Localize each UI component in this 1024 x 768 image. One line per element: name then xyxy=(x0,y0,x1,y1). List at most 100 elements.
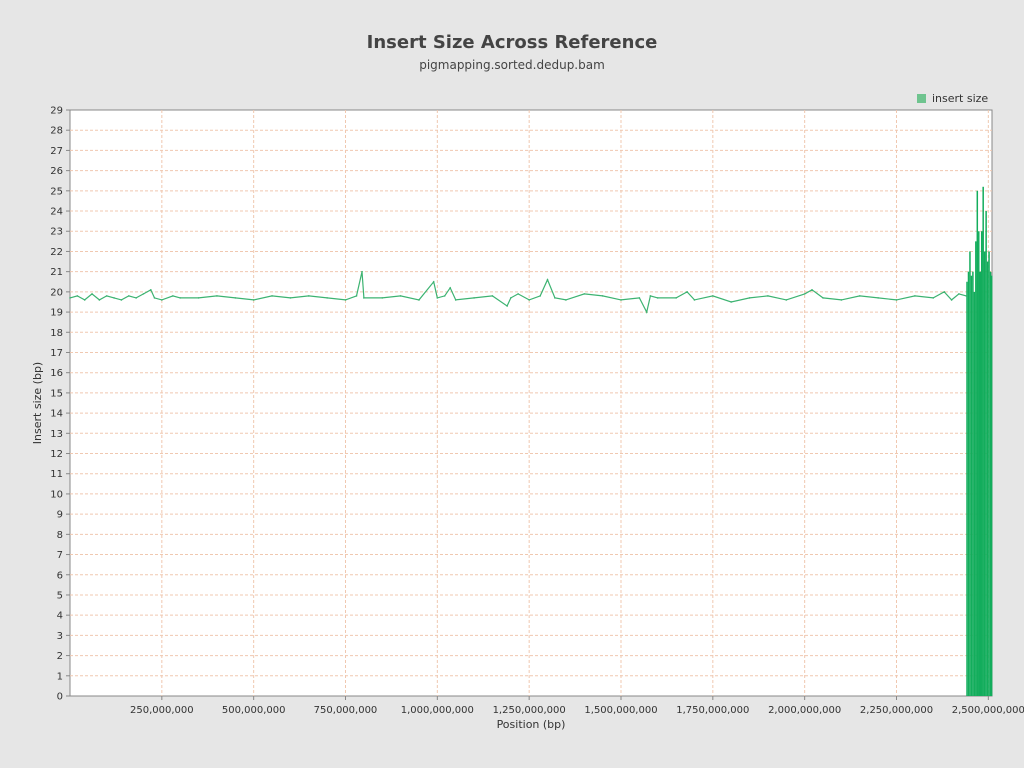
insert-size-point xyxy=(197,297,200,299)
insert-size-point xyxy=(506,305,508,307)
insert-size-point xyxy=(491,295,494,297)
insert-size-bar xyxy=(978,231,980,696)
x-tick-label: 2,000,000,000 xyxy=(768,705,841,716)
y-tick-label: 14 xyxy=(50,409,63,420)
insert-size-bar xyxy=(985,211,987,696)
insert-size-point xyxy=(858,295,861,297)
insert-size-point xyxy=(443,295,446,297)
y-tick-label: 12 xyxy=(50,449,63,460)
insert-size-point xyxy=(958,293,960,295)
insert-size-point xyxy=(436,297,439,299)
insert-size-point xyxy=(381,297,384,299)
insert-size-point xyxy=(943,291,946,293)
y-tick-label: 0 xyxy=(57,692,63,703)
y-tick-label: 22 xyxy=(50,247,63,258)
insert-size-point xyxy=(546,278,549,281)
insert-size-point xyxy=(509,297,512,299)
bars-layer xyxy=(966,186,993,697)
insert-size-point xyxy=(454,299,457,301)
insert-size-point xyxy=(271,295,273,297)
chart-title: Insert Size Across Reference xyxy=(367,32,658,53)
x-tick-label: 500,000,000 xyxy=(222,705,286,716)
insert-size-point xyxy=(363,297,365,299)
insert-size-point xyxy=(539,295,541,297)
insert-size-point xyxy=(234,297,237,299)
y-tick-label: 5 xyxy=(57,590,63,601)
insert-size-point xyxy=(803,293,806,295)
insert-size-point xyxy=(675,297,677,299)
x-tick-label: 2,500,000,000 xyxy=(952,705,1024,716)
insert-size-bar xyxy=(980,231,983,696)
insert-size-point xyxy=(105,295,108,297)
insert-size-point xyxy=(686,291,688,293)
y-tick-label: 21 xyxy=(50,267,63,278)
series-layer xyxy=(69,270,968,314)
insert-size-point xyxy=(473,297,475,299)
insert-size-point xyxy=(712,295,714,297)
insert-size-point xyxy=(822,297,824,299)
y-tick-label: 23 xyxy=(50,227,63,238)
insert-size-point xyxy=(216,295,218,297)
y-tick-label: 2 xyxy=(57,651,63,662)
insert-size-bar xyxy=(973,291,976,696)
insert-size-point xyxy=(76,295,79,297)
y-tick-label: 6 xyxy=(57,570,63,581)
insert-size-point xyxy=(638,297,641,299)
insert-size-point xyxy=(355,295,358,297)
y-tick-label: 4 xyxy=(57,611,63,622)
insert-size-point xyxy=(172,295,174,297)
insert-size-point xyxy=(432,280,435,283)
insert-size-bar xyxy=(990,275,993,696)
insert-size-bar xyxy=(975,241,977,696)
y-tick-label: 15 xyxy=(50,388,63,399)
insert-size-point xyxy=(748,297,751,299)
insert-size-bar xyxy=(983,251,986,696)
insert-size-bar xyxy=(982,186,984,697)
insert-size-point xyxy=(656,297,659,299)
insert-size-line xyxy=(69,271,967,314)
insert-size-point xyxy=(583,293,586,295)
insert-size-point xyxy=(693,299,696,301)
y-tick-label: 11 xyxy=(50,469,63,480)
y-tick-label: 17 xyxy=(50,348,63,359)
insert-size-point xyxy=(153,297,156,299)
insert-size-bar xyxy=(986,261,989,696)
x-tick-label: 1,750,000,000 xyxy=(676,705,749,716)
y-tick-label: 7 xyxy=(57,550,63,561)
insert-size-point xyxy=(785,299,788,301)
insert-size-bar xyxy=(976,190,979,697)
insert-size-point xyxy=(69,297,71,299)
y-tick-label: 10 xyxy=(50,489,63,500)
insert-size-point xyxy=(565,299,567,301)
insert-size-point xyxy=(840,299,843,301)
insert-size-point xyxy=(307,295,310,297)
insert-size-point xyxy=(418,299,420,301)
insert-size-bar xyxy=(972,271,974,696)
x-tick-label: 250,000,000 xyxy=(130,705,194,716)
x-tick-label: 1,250,000,000 xyxy=(493,705,566,716)
insert-size-point xyxy=(449,287,451,289)
legend-swatch xyxy=(917,94,926,103)
y-tick-label: 16 xyxy=(50,368,63,379)
insert-size-point xyxy=(399,295,402,297)
y-tick-label: 25 xyxy=(50,186,63,197)
insert-size-point xyxy=(179,297,181,299)
insert-size-point xyxy=(91,293,93,295)
insert-size-point xyxy=(161,299,163,301)
insert-size-point xyxy=(83,299,86,301)
insert-size-point xyxy=(554,297,556,299)
legend-label: insert size xyxy=(932,92,988,105)
x-ticks-layer: 250,000,000 500,000,000 750,000,000 1,000,0… xyxy=(130,696,1024,716)
plot-area xyxy=(69,109,993,697)
insert-size-point xyxy=(730,301,732,303)
insert-size-point xyxy=(142,293,145,295)
x-tick-label: 750,000,000 xyxy=(314,705,378,716)
insert-size-point xyxy=(877,297,879,299)
y-tick-label: 28 xyxy=(50,126,63,137)
chart-subtitle: pigmapping.sorted.dedup.bam xyxy=(419,58,605,72)
insert-size-point xyxy=(645,311,648,313)
y-tick-label: 27 xyxy=(50,146,63,157)
x-axis-label: Position (bp) xyxy=(497,718,566,731)
